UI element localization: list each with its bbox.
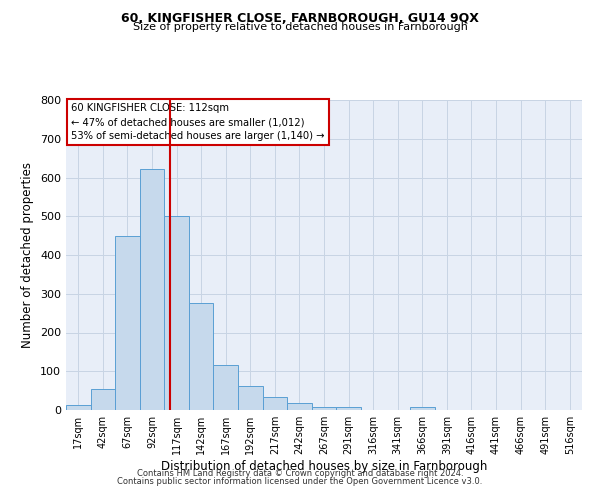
Bar [336,407,361,410]
Bar [115,236,140,410]
Bar [66,406,91,410]
Bar [263,397,287,410]
Bar [91,390,115,410]
Bar [140,169,164,410]
Text: Contains HM Land Registry data © Crown copyright and database right 2024.: Contains HM Land Registry data © Crown c… [137,468,463,477]
Text: 60 KINGFISHER CLOSE: 112sqm
← 47% of detached houses are smaller (1,012)
53% of : 60 KINGFISHER CLOSE: 112sqm ← 47% of det… [71,103,325,141]
Y-axis label: Number of detached properties: Number of detached properties [22,162,34,348]
Bar [287,403,312,410]
Bar [312,406,336,410]
Bar [214,366,238,410]
X-axis label: Distribution of detached houses by size in Farnborough: Distribution of detached houses by size … [161,460,487,473]
Bar [238,386,263,410]
Text: Contains public sector information licensed under the Open Government Licence v3: Contains public sector information licen… [118,477,482,486]
Bar [164,216,189,410]
Bar [410,408,434,410]
Text: Size of property relative to detached houses in Farnborough: Size of property relative to detached ho… [133,22,467,32]
Bar [189,302,214,410]
Text: 60, KINGFISHER CLOSE, FARNBOROUGH, GU14 9QX: 60, KINGFISHER CLOSE, FARNBOROUGH, GU14 … [121,12,479,26]
